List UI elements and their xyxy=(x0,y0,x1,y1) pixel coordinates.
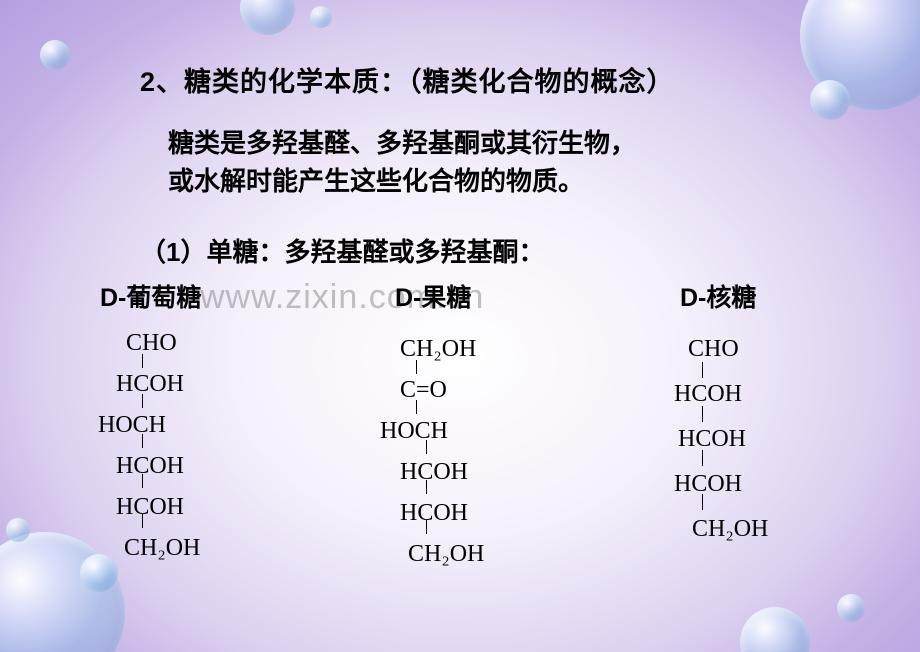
structure-line: HCOH xyxy=(400,500,484,527)
definition-text: 糖类是多羟基醛、多羟基酮或其衍生物， 或水解时能产生这些化合物的物质。 xyxy=(168,125,860,200)
sub-heading: （1）单糖：多羟基醛或多羟基酮： xyxy=(140,232,860,269)
structure-line: CHO xyxy=(126,330,200,357)
structure-line: CHO xyxy=(688,336,768,363)
structure-line: HCOH xyxy=(116,371,200,398)
structure-line: HCOH xyxy=(674,381,768,408)
structure-line: HOCH xyxy=(380,418,484,445)
label-fructose: D-果糖 xyxy=(395,278,471,314)
text-content: 2、糖类的化学本质：（糖类化合物的概念） 糖类是多羟基醛、多羟基酮或其衍生物， … xyxy=(140,60,860,269)
structure-line: HOCH xyxy=(98,412,200,439)
structure-line: CH₂OH xyxy=(692,516,768,543)
structure-fructose: CH₂OH C=O HOCH HCOH HCOH CH₂OH xyxy=(380,336,484,568)
label-glucose: D-葡萄糖 xyxy=(100,278,201,314)
label-ribose: D-核糖 xyxy=(680,278,756,314)
structure-line: HCOH xyxy=(674,471,768,498)
definition-line-1: 糖类是多羟基醛、多羟基酮或其衍生物， xyxy=(168,125,860,163)
structure-line: HCOH xyxy=(678,426,768,453)
bubble-decoration xyxy=(310,6,332,28)
definition-line-2: 或水解时能产生这些化合物的物质。 xyxy=(168,163,860,201)
structure-ribose: CHO HCOH HCOH HCOH CH₂OH xyxy=(672,336,768,543)
structure-line: CH₂OH xyxy=(124,535,200,562)
structure-line: HCOH xyxy=(400,459,484,486)
structure-glucose: CHO HCOH HOCH HCOH HCOH CH₂OH xyxy=(110,330,200,562)
structure-line: HCOH xyxy=(116,453,200,480)
heading-title: 2、糖类的化学本质：（糖类化合物的概念） xyxy=(140,60,860,99)
structure-line: CH₂OH xyxy=(400,336,484,363)
structure-line: C=O xyxy=(400,377,484,404)
sugar-labels-row: D-葡萄糖 D-果糖 D-核糖 xyxy=(0,278,920,318)
bubble-decoration xyxy=(240,0,295,35)
structures-area: CHO HCOH HOCH HCOH HCOH CH₂OH CH₂OH C=O … xyxy=(0,330,920,640)
structure-line: HCOH xyxy=(116,494,200,521)
bubble-decoration xyxy=(40,40,70,70)
structure-line: CH₂OH xyxy=(408,541,484,568)
